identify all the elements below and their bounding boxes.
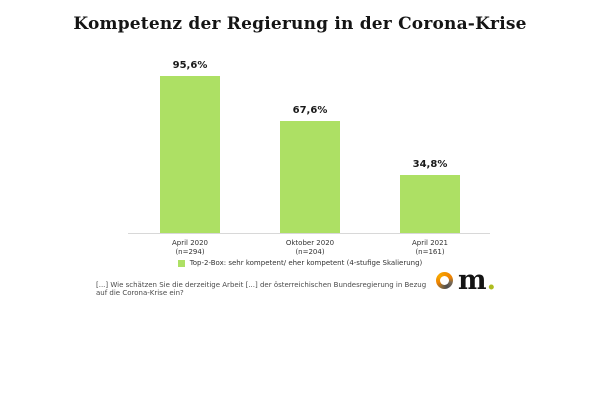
logo-letter: m [458,265,487,296]
sample-size-label: (n=161) [415,248,445,257]
bar-group: 95,6% [130,60,250,233]
category-label: April 2020 (n=294) [130,239,250,258]
logo-ring-icon [436,272,453,289]
bar-group: 34,8% [370,60,490,233]
logo-dot: . [486,265,496,296]
bar-group: 67,6% [250,60,370,233]
bar-chart: 95,6% 67,6% 34,8% [130,60,490,233]
category-label: April 2021 (n=161) [370,239,490,258]
legend-label: Top-2-Box: sehr kompetent/ eher kompeten… [189,259,423,267]
sample-size-label: (n=294) [175,248,205,257]
sample-size-label: (n=204) [295,248,325,257]
logo: m. [436,267,496,294]
footnote: [...] Wie schätzen Sie die derzeitige Ar… [96,281,427,297]
logo-ring-hole [440,276,449,285]
value-label: 95,6% [172,60,208,71]
bar [160,76,220,233]
bar [280,121,340,233]
category-name: Oktober 2020 [285,239,335,247]
legend: Top-2-Box: sehr kompetent/ eher kompeten… [0,259,600,267]
category-label: Oktober 2020 (n=204) [250,239,370,258]
category-name: April 2021 [411,239,449,247]
bar [400,175,460,233]
page-title: Kompetenz der Regierung in der Corona-Kr… [73,14,527,34]
legend-swatch-icon [177,259,185,267]
x-axis-labels: April 2020 (n=294) Oktober 2020 (n=204) Apri… [130,239,490,258]
x-axis-line [128,233,490,234]
value-label: 34,8% [412,159,448,170]
value-label: 67,6% [292,105,328,116]
category-name: April 2020 [171,239,209,247]
logo-text: m. [458,267,496,294]
